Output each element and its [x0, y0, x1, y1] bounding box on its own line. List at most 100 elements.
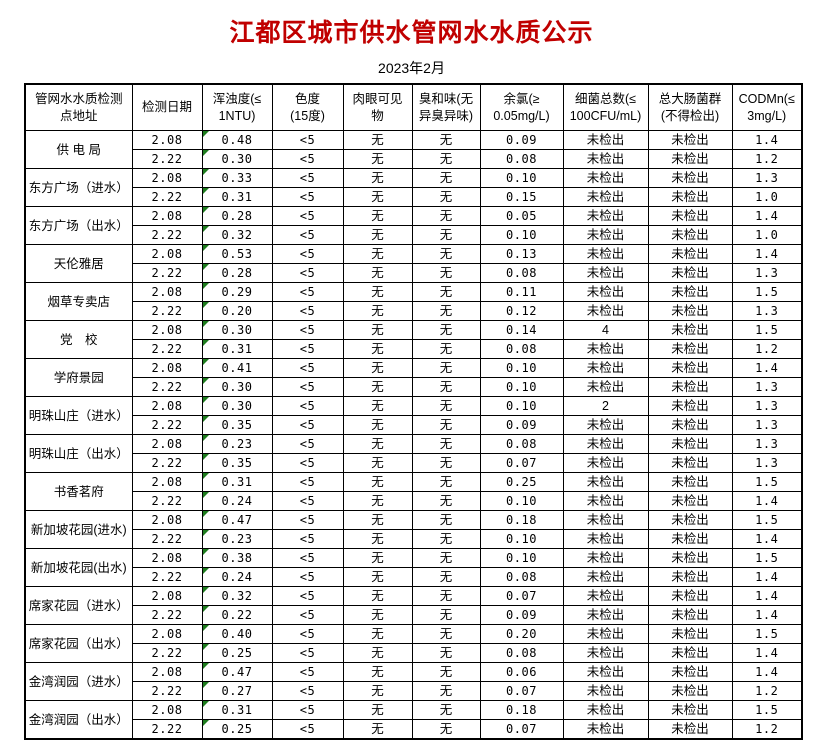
date-cell: 2.08 — [131, 434, 203, 454]
location-cell: 党 校 — [24, 320, 133, 359]
residual-chlorine-cell: 0.07 — [479, 586, 564, 606]
odor-taste-cell: 无 — [411, 434, 481, 454]
table-row: 金湾润园（进水） 2.08 0.47 <5 无无 0.06 未检出 未检出 1.4 — [24, 662, 803, 701]
table-row: 2.22 0.28 <5 无无 0.08 未检出 未检出 1.3 — [25, 263, 803, 283]
visible-matter-cell: 无 — [342, 529, 413, 549]
date-cell: 2.08 — [131, 130, 203, 150]
codmn-cell: 1.5 — [731, 548, 803, 568]
cell-corner-marker-icon — [203, 568, 209, 574]
table-row: 天伦雅居 2.08 0.53 <5 无无 0.13 未检出 未检出 1.4 — [24, 244, 803, 283]
bacteria-count-cell: 未检出 — [562, 339, 649, 359]
table-row: 2.22 0.25 <5 无无 0.08 未检出 未检出 1.4 — [25, 643, 803, 663]
page-title: 江都区城市供水管网水水质公示 — [229, 19, 594, 47]
turbidity-cell: 0.33 — [201, 168, 273, 188]
codmn-cell: 1.3 — [731, 434, 803, 454]
residual-chlorine-cell: 0.07 — [479, 719, 564, 740]
residual-chlorine-cell: 0.08 — [479, 263, 564, 283]
odor-taste-cell: 无 — [411, 263, 481, 283]
date-cell: 2.22 — [131, 339, 203, 359]
coliform-cell: 未检出 — [647, 567, 733, 587]
residual-chlorine-cell: 0.14 — [479, 320, 564, 340]
turbidity-cell: 0.23 — [201, 529, 273, 549]
column-header-8: 总大肠菌群 (不得检出) — [647, 83, 733, 131]
visible-matter-cell: 无 — [342, 358, 413, 378]
residual-chlorine-cell: 0.10 — [479, 491, 564, 511]
location-cell: 明珠山庄（出水） — [24, 434, 133, 473]
cell-corner-marker-icon — [203, 321, 209, 327]
chroma-cell: <5 — [271, 415, 344, 435]
chroma-cell: <5 — [271, 548, 344, 568]
bacteria-count-cell: 未检出 — [562, 415, 649, 435]
chroma-cell: <5 — [271, 700, 344, 720]
chroma-cell: <5 — [271, 434, 344, 454]
chroma-cell: <5 — [271, 662, 344, 682]
cell-corner-marker-icon — [203, 302, 209, 308]
codmn-cell: 1.5 — [731, 472, 803, 492]
odor-taste-cell: 无 — [411, 339, 481, 359]
bacteria-count-cell: 未检出 — [562, 434, 649, 454]
residual-chlorine-cell: 0.10 — [479, 225, 564, 245]
column-header-2: 浑浊度(≤ 1NTU) — [201, 83, 273, 131]
cell-corner-marker-icon — [203, 473, 209, 479]
visible-matter-cell: 无 — [342, 149, 413, 169]
visible-matter-cell: 无 — [342, 187, 413, 207]
coliform-cell: 未检出 — [647, 206, 733, 226]
table-row: 席家花园（进水） 2.08 0.32 <5 无无 0.07 未检出 未检出 1.4 — [24, 586, 803, 625]
chroma-cell: <5 — [271, 263, 344, 283]
visible-matter-cell: 无 — [342, 472, 413, 492]
odor-taste-cell: 无 — [411, 206, 481, 226]
turbidity-cell: 0.20 — [201, 301, 273, 321]
date-cell: 2.22 — [131, 453, 203, 473]
date-cell: 2.08 — [131, 396, 203, 416]
location-cell: 新加坡花园(进水) — [24, 510, 133, 549]
date-cell: 2.08 — [131, 548, 203, 568]
turbidity-cell: 0.47 — [201, 662, 273, 682]
location-cell: 席家花园（进水） — [24, 586, 133, 625]
odor-taste-cell: 无 — [411, 700, 481, 720]
odor-taste-cell: 无 — [411, 529, 481, 549]
cell-corner-marker-icon — [203, 511, 209, 517]
bacteria-count-cell: 2 — [562, 396, 649, 416]
coliform-cell: 未检出 — [647, 415, 733, 435]
bacteria-count-cell: 未检出 — [562, 377, 649, 397]
location-cell: 天伦雅居 — [24, 244, 133, 283]
coliform-cell: 未检出 — [647, 168, 733, 188]
visible-matter-cell: 无 — [342, 263, 413, 283]
date-cell: 2.22 — [131, 415, 203, 435]
bacteria-count-cell: 4 — [562, 320, 649, 340]
chroma-cell: <5 — [271, 643, 344, 663]
coliform-cell: 未检出 — [647, 719, 733, 740]
date-cell: 2.08 — [131, 662, 203, 682]
odor-taste-cell: 无 — [411, 491, 481, 511]
table-row: 明珠山庄（进水） 2.08 0.30 <5 无无 0.10 2 未检出 1.3 — [24, 396, 803, 435]
residual-chlorine-cell: 0.09 — [479, 130, 564, 150]
date-cell: 2.08 — [131, 586, 203, 606]
turbidity-cell: 0.24 — [201, 491, 273, 511]
bacteria-count-cell: 未检出 — [562, 643, 649, 663]
date-cell: 2.08 — [131, 168, 203, 188]
codmn-cell: 1.4 — [731, 605, 803, 625]
visible-matter-cell: 无 — [342, 130, 413, 150]
odor-taste-cell: 无 — [411, 453, 481, 473]
codmn-cell: 1.0 — [731, 225, 803, 245]
bacteria-count-cell: 未检出 — [562, 472, 649, 492]
cell-corner-marker-icon — [203, 644, 209, 650]
chroma-cell: <5 — [271, 339, 344, 359]
coliform-cell: 未检出 — [647, 339, 733, 359]
table-row: 2.22 0.23 <5 无无 0.10 未检出 未检出 1.4 — [25, 529, 803, 549]
odor-taste-cell: 无 — [411, 396, 481, 416]
residual-chlorine-cell: 0.08 — [479, 339, 564, 359]
turbidity-cell: 0.27 — [201, 681, 273, 701]
codmn-cell: 1.3 — [731, 377, 803, 397]
table-row: 2.22 0.25 <5 无无 0.07 未检出 未检出 1.2 — [25, 719, 803, 740]
visible-matter-cell: 无 — [342, 339, 413, 359]
residual-chlorine-cell: 0.08 — [479, 434, 564, 454]
bacteria-count-cell: 未检出 — [562, 624, 649, 644]
bacteria-count-cell: 未检出 — [562, 548, 649, 568]
date-cell: 2.08 — [131, 320, 203, 340]
column-header-4: 肉眼可见 物 — [342, 83, 413, 131]
bacteria-count-cell: 未检出 — [562, 206, 649, 226]
turbidity-cell: 0.30 — [201, 320, 273, 340]
odor-taste-cell: 无 — [411, 358, 481, 378]
codmn-cell: 1.5 — [731, 624, 803, 644]
